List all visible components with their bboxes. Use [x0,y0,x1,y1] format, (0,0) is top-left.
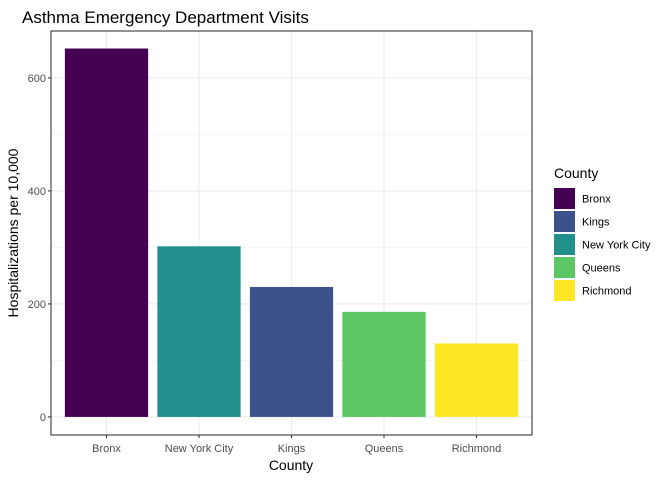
y-tick-label: 0 [40,412,46,424]
x-axis: Bronx New York City Kings Queens Richmond [92,435,501,455]
legend: County Bronx Kings New York City Queens Rich… [554,165,651,301]
y-axis-title: Hospitalizations per 10,000 [5,148,21,317]
x-tick-label: Bronx [92,443,121,455]
legend-title: County [554,165,598,181]
legend-label: Kings [582,217,610,229]
legend-key [554,211,575,232]
legend-label: Queens [582,263,621,275]
x-axis-title: County [269,457,313,473]
chart-title: Asthma Emergency Department Visits [22,8,309,27]
x-tick-label: Richmond [452,443,502,455]
x-tick-label: Queens [365,443,404,455]
legend-key [554,257,575,278]
y-tick-label: 200 [28,299,46,311]
bar-queens [342,311,426,417]
legend-key [554,234,575,255]
bars [64,48,519,417]
x-tick-label: New York City [165,443,234,455]
bar-bronx [64,48,149,417]
bar-kings [249,286,334,417]
legend-label: Richmond [582,286,632,298]
y-tick-label: 400 [28,186,46,198]
legend-key [554,188,575,209]
legend-label: New York City [582,240,651,252]
bar-new-york-city [157,246,241,417]
x-tick-label: Kings [278,443,306,455]
y-axis: 0 200 400 600 [28,73,51,424]
legend-key [554,280,575,301]
bar-richmond [434,343,519,417]
y-tick-label: 600 [28,73,46,85]
legend-label: Bronx [582,194,611,206]
